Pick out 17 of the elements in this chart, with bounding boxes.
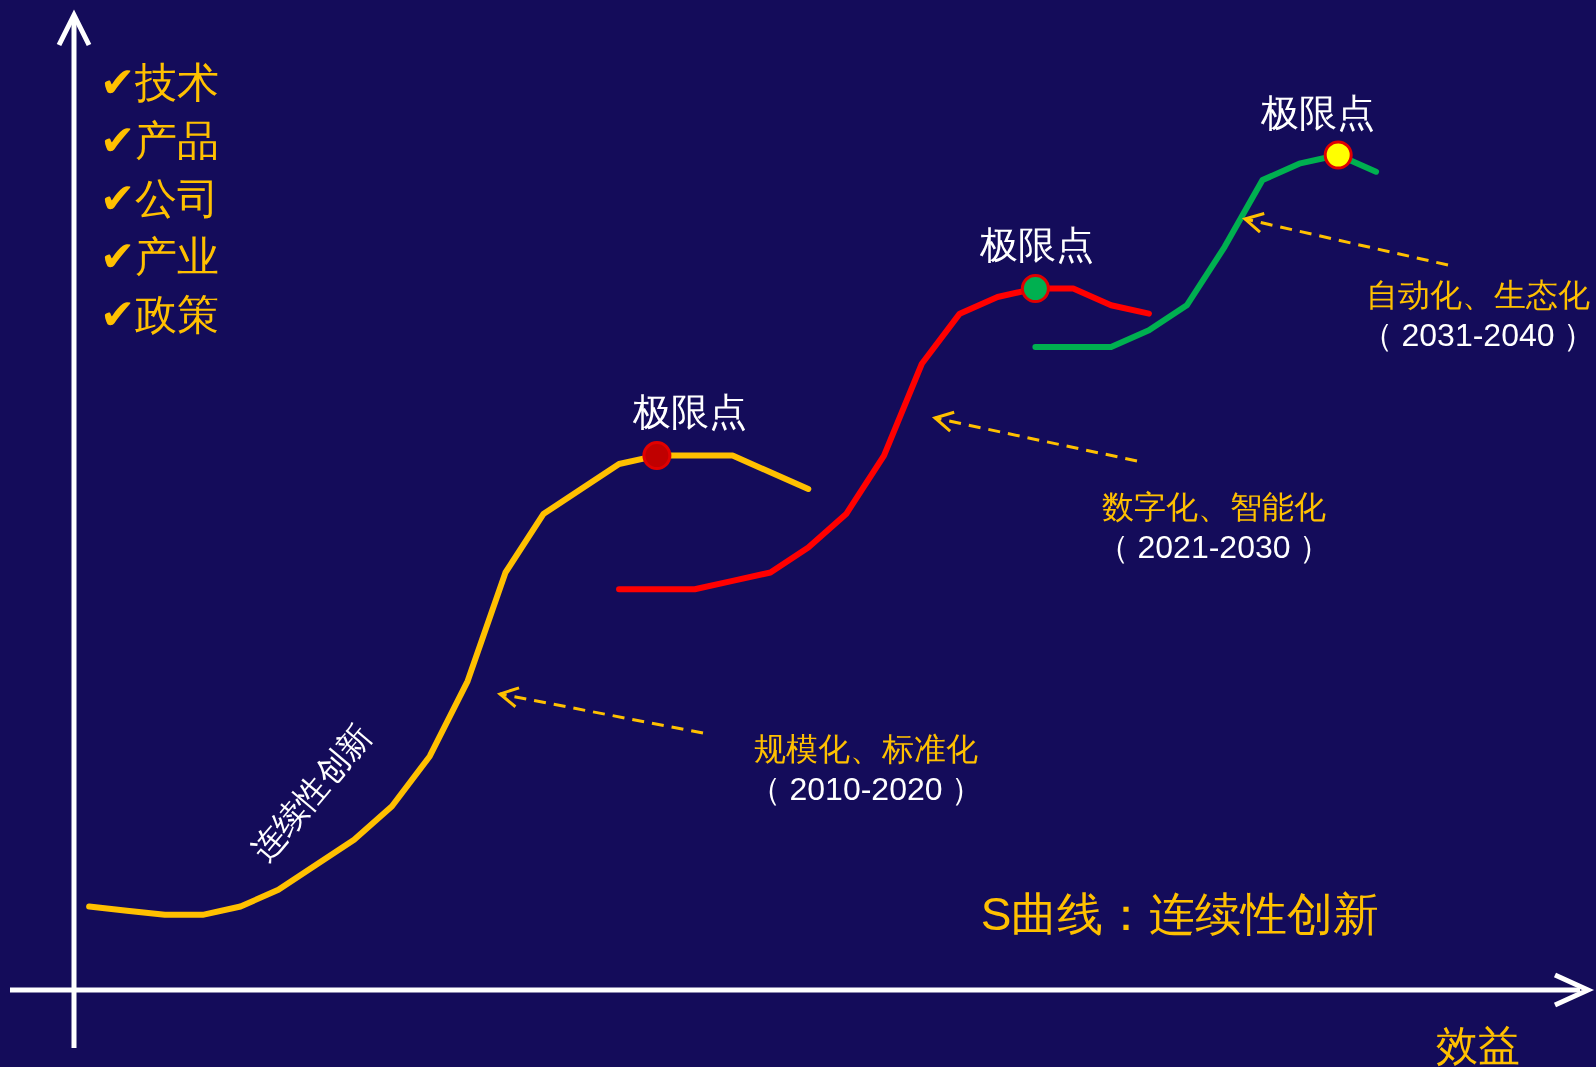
text: S曲线：连续性创新 xyxy=(980,888,1380,940)
annotation: 连续性创新 xyxy=(243,717,379,868)
annotation: （ 2010-2020 ） xyxy=(748,771,984,807)
annotation: （ 2021-2030 ） xyxy=(1096,529,1332,565)
text: ✔技术 xyxy=(100,59,220,106)
x-axis-title: 效益 xyxy=(1436,1022,1520,1067)
annotation: ✔产品 xyxy=(100,117,220,164)
annotation: 极限点 xyxy=(632,391,747,433)
annotation: 自动化、生态化 xyxy=(1366,277,1590,313)
annotation: 数字化、智能化 xyxy=(1102,489,1326,525)
annotation: ✔公司 xyxy=(100,175,220,222)
annotation: 规模化、标准化 xyxy=(754,731,978,767)
annotation: （ 2031-2040 ） xyxy=(1360,317,1596,353)
annotation: ✔政策 xyxy=(100,291,220,338)
text: 极限点 xyxy=(1260,92,1375,134)
annotation: ✔产业 xyxy=(100,233,220,280)
annotation: 极限点 xyxy=(979,224,1094,266)
